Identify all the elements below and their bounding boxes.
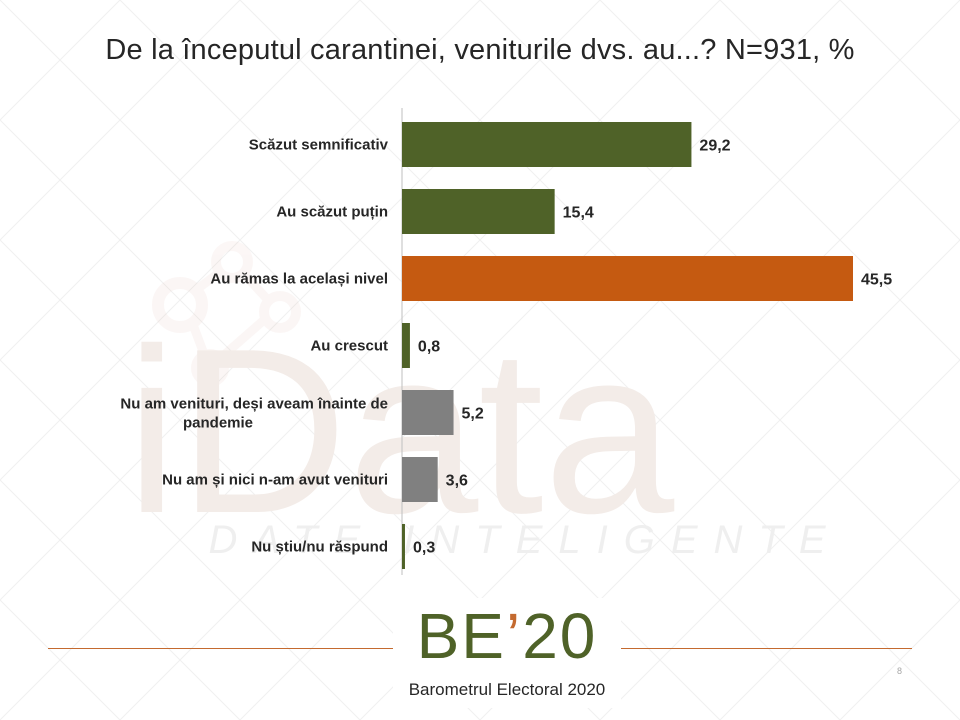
- bar-0: [402, 122, 692, 167]
- bar-value-label-6: 0,3: [413, 540, 435, 557]
- category-label-1: Au scăzut puțin: [276, 204, 388, 221]
- be20-logo: BE’20 Barometrul Electoral 2020: [393, 598, 621, 708]
- logo-subtitle: Barometrul Electoral 2020: [408, 680, 606, 699]
- bar-6: [402, 524, 405, 569]
- bar-value-label-5: 3,6: [446, 473, 468, 490]
- bar-value-label-3: 0,8: [418, 339, 440, 356]
- category-label-3: Au crescut: [310, 338, 388, 355]
- footer-line-left: [48, 648, 393, 649]
- chart-title: De la începutul carantinei, veniturile d…: [105, 34, 855, 66]
- logo-apostrophe: ’: [505, 600, 523, 672]
- bar-5: [402, 457, 438, 502]
- bar-value-label-0: 29,2: [699, 138, 730, 155]
- bar-value-label-2: 45,5: [861, 272, 892, 289]
- bar-value-label-1: 15,4: [563, 205, 594, 222]
- bar-1: [402, 189, 555, 234]
- category-label-4: Nu am venituri, deși aveam înainte de pan…: [120, 396, 388, 432]
- bar-2: [402, 256, 853, 301]
- category-label-2: Au rămas la același nivel: [210, 271, 388, 288]
- bar-3: [402, 323, 410, 368]
- category-label-5: Nu am și nici n-am avut venituri: [162, 472, 388, 489]
- bar-4: [402, 390, 454, 435]
- watermark-tagline: DATE INTELIGENTE: [208, 518, 841, 562]
- bar-chart: 29,2 Scăzut semnificativ 15,4 Au scăzut puț…: [120, 108, 892, 575]
- footer-line-right: [621, 648, 912, 649]
- watermark-text: iData: [126, 299, 675, 562]
- logo-mark: BE’20: [393, 600, 621, 672]
- bar-value-label-4: 5,2: [462, 406, 484, 423]
- logo-prefix: BE: [416, 600, 506, 672]
- category-label-0: Scăzut semnificativ: [249, 137, 389, 154]
- category-label-6: Nu știu/nu răspund: [251, 539, 388, 556]
- logo-suffix: 20: [522, 600, 598, 672]
- page-number: 8: [897, 666, 903, 676]
